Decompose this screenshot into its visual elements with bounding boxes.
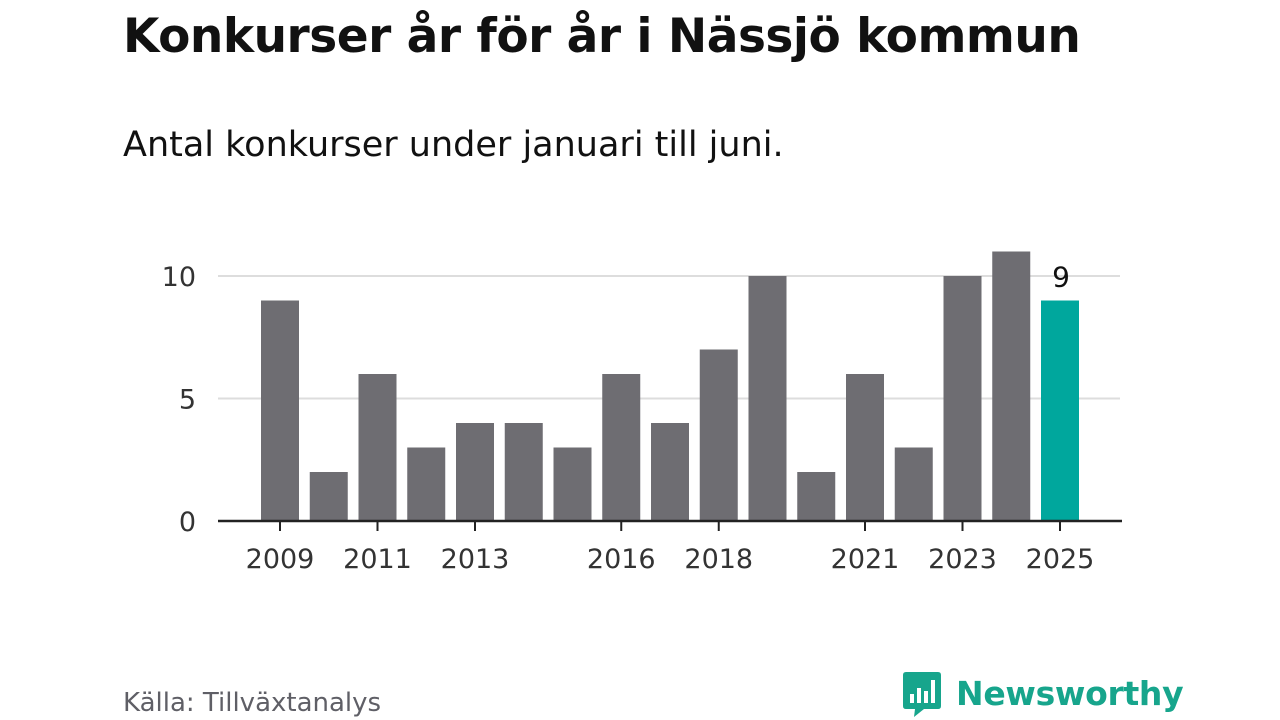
source-note: Källa: Tillväxtanalys <box>123 688 382 718</box>
newsworthy-logo-text: Newsworthy <box>956 674 1184 713</box>
bar-2012 <box>407 447 446 521</box>
x-axis <box>218 519 1122 531</box>
bar-2014 <box>504 423 543 521</box>
bar-2020 <box>797 472 836 521</box>
y-axis-tick-labels: 0 5 10 <box>162 262 196 538</box>
data-labels: 9 <box>1052 261 1070 294</box>
newsworthy-logo: Newsworthy <box>902 670 1184 718</box>
x-tick-label-2021: 2021 <box>831 544 900 575</box>
bar-2024 <box>992 251 1031 521</box>
bar-2017 <box>651 423 689 521</box>
gridlines <box>218 275 1120 400</box>
bar-2015 <box>553 447 592 521</box>
x-tick-label-2025: 2025 <box>1026 544 1095 575</box>
bar-2009 <box>261 300 299 521</box>
x-tick-label-2018: 2018 <box>684 544 753 575</box>
bar-2018 <box>699 349 738 521</box>
y-tick-label-10: 10 <box>162 262 196 293</box>
chart-subtitle: Antal konkurser under januari till juni. <box>123 125 784 165</box>
x-tick-label-2016: 2016 <box>587 544 656 575</box>
data-label-2025: 9 <box>1052 261 1070 294</box>
bar-2022 <box>894 447 933 521</box>
y-tick-label-5: 5 <box>179 385 196 416</box>
newsworthy-logo-icon <box>903 672 941 717</box>
y-tick-label-0: 0 <box>179 507 196 538</box>
bars <box>261 251 1079 521</box>
x-tick-label-2013: 2013 <box>441 544 510 575</box>
x-axis-tick-labels: 2009 2011 2013 2016 2018 2021 2023 2025 <box>246 544 1095 575</box>
bar-2011 <box>358 374 397 521</box>
bar-2013 <box>456 423 494 521</box>
bar-2016 <box>602 374 641 521</box>
chart-title: Konkurser år för år i Nässjö kommun <box>123 9 1081 64</box>
x-tick-label-2011: 2011 <box>343 544 412 575</box>
bar-2023 <box>943 276 982 521</box>
bar-2021 <box>846 374 884 521</box>
bar-2019 <box>748 276 787 521</box>
bar-2025 <box>1041 300 1079 521</box>
bar-2010 <box>309 472 348 521</box>
x-tick-label-2009: 2009 <box>246 544 315 575</box>
x-tick-label-2023: 2023 <box>928 544 997 575</box>
